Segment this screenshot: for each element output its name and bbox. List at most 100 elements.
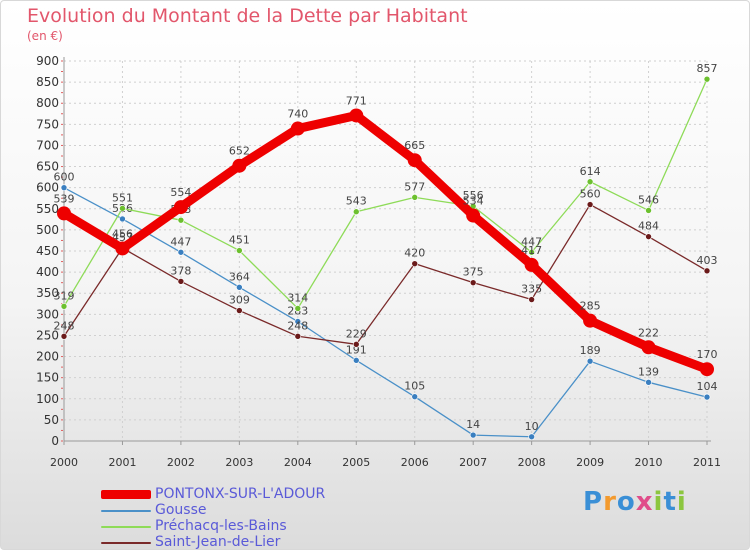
data-point bbox=[290, 121, 305, 136]
series-line bbox=[63, 187, 708, 438]
data-label: 309 bbox=[229, 294, 250, 307]
logo-letter: i bbox=[653, 487, 664, 517]
data-point bbox=[583, 313, 598, 328]
y-tick-label: 900 bbox=[36, 54, 59, 68]
x-tick-label: 2005 bbox=[342, 456, 370, 469]
data-label: 665 bbox=[404, 139, 425, 152]
data-label: 456 bbox=[112, 227, 133, 240]
data-point bbox=[407, 153, 422, 168]
y-tick-label: 600 bbox=[36, 181, 59, 195]
series-pontonx-sur-l-adour: 539 456 554 652 740 771 665 534 417 285 222 170 bbox=[54, 94, 718, 377]
logo-letter: P bbox=[583, 487, 604, 517]
y-tick-label: 750 bbox=[36, 117, 59, 131]
data-point bbox=[586, 178, 594, 186]
data-point bbox=[528, 248, 535, 256]
legend-swatch bbox=[101, 526, 151, 528]
data-point bbox=[232, 158, 247, 173]
x-tick-label: 2010 bbox=[635, 456, 663, 469]
data-point bbox=[60, 332, 68, 340]
x-tick-label: 2006 bbox=[401, 456, 429, 469]
data-point bbox=[115, 241, 130, 256]
data-label: 447 bbox=[521, 235, 542, 248]
data-label: 10 bbox=[525, 420, 539, 433]
data-point bbox=[469, 431, 477, 439]
data-label: 335 bbox=[521, 283, 542, 296]
data-label: 420 bbox=[404, 247, 425, 260]
data-label: 551 bbox=[112, 191, 133, 204]
y-tick-label: 400 bbox=[36, 265, 59, 279]
logo-letter: r bbox=[603, 487, 617, 517]
data-label: 614 bbox=[580, 165, 601, 178]
data-point bbox=[294, 318, 302, 325]
data-label: 222 bbox=[638, 326, 659, 339]
data-label: 546 bbox=[638, 193, 659, 206]
data-label: 560 bbox=[580, 188, 601, 201]
data-point bbox=[236, 284, 243, 291]
data-label: 577 bbox=[404, 180, 425, 193]
data-point bbox=[586, 357, 594, 365]
x-tick-label: 2007 bbox=[459, 456, 487, 469]
data-label: 375 bbox=[463, 266, 484, 279]
x-tick-label: 2001 bbox=[108, 456, 136, 469]
y-tick-label: 500 bbox=[36, 223, 59, 237]
data-label: 248 bbox=[287, 319, 308, 332]
data-point bbox=[294, 305, 302, 312]
series-line bbox=[63, 78, 708, 310]
data-label: 740 bbox=[287, 108, 308, 121]
y-tick-label: 350 bbox=[36, 286, 59, 300]
y-tick-label: 550 bbox=[36, 202, 59, 216]
data-point bbox=[411, 393, 419, 400]
data-point bbox=[236, 307, 243, 314]
chart-title: Evolution du Montant de la Dette par Hab… bbox=[27, 5, 468, 27]
data-label: 285 bbox=[580, 300, 601, 313]
data-label: 191 bbox=[346, 343, 367, 356]
data-label: 447 bbox=[170, 235, 191, 248]
x-tick-label: 2002 bbox=[167, 456, 195, 469]
data-point bbox=[469, 279, 477, 286]
x-tick-label: 2004 bbox=[284, 456, 312, 469]
data-point bbox=[645, 379, 652, 386]
data-label: 534 bbox=[463, 195, 484, 208]
data-point bbox=[352, 208, 360, 216]
data-point bbox=[528, 433, 535, 441]
data-label: 556 bbox=[463, 189, 484, 202]
data-label: 417 bbox=[521, 244, 542, 257]
data-point bbox=[703, 75, 711, 83]
data-point bbox=[119, 205, 126, 212]
y-tick-label: 150 bbox=[36, 371, 59, 385]
x-tick-label: 2008 bbox=[518, 456, 546, 469]
data-point bbox=[57, 206, 71, 221]
data-point bbox=[641, 340, 656, 355]
data-point bbox=[524, 257, 539, 272]
logo-letter: t bbox=[663, 487, 677, 517]
data-label: 189 bbox=[580, 344, 601, 357]
y-tick-label: 300 bbox=[36, 307, 59, 321]
data-label: 857 bbox=[697, 62, 718, 75]
y-tick-label: 450 bbox=[36, 244, 59, 258]
y-tick-label: 650 bbox=[36, 160, 59, 174]
data-point bbox=[294, 332, 302, 340]
x-tick-label: 2009 bbox=[576, 456, 604, 469]
data-label: 378 bbox=[170, 264, 191, 277]
data-label: 319 bbox=[54, 289, 75, 302]
data-point bbox=[528, 296, 535, 303]
data-label: 554 bbox=[170, 186, 191, 199]
y-tick-label: 0 bbox=[51, 434, 59, 448]
data-point bbox=[60, 184, 68, 191]
data-label: 539 bbox=[54, 192, 75, 205]
legend-label: Gousse bbox=[155, 502, 207, 518]
series-gousse: 6005264473642831911051410189139104 bbox=[54, 171, 718, 441]
data-point bbox=[645, 207, 652, 214]
x-tick-label: 2011 bbox=[693, 456, 721, 469]
legend-swatch bbox=[101, 510, 151, 512]
logo-letter: o bbox=[616, 487, 636, 517]
y-tick-label: 250 bbox=[36, 328, 59, 342]
data-point bbox=[411, 260, 419, 267]
legend-swatch bbox=[101, 490, 151, 499]
y-tick-label: 800 bbox=[36, 96, 59, 110]
data-label: 451 bbox=[229, 234, 250, 247]
logo-letter: x bbox=[635, 487, 654, 517]
data-point bbox=[411, 194, 419, 201]
